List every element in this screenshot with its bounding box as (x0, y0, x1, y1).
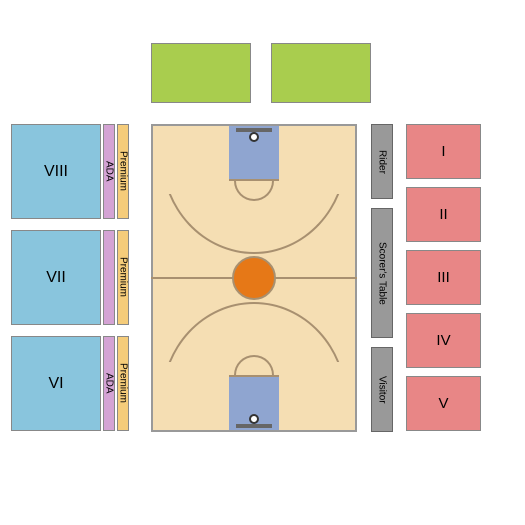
backboard-bottom (236, 424, 272, 428)
top-block-0[interactable] (151, 43, 251, 103)
premium-strip-1[interactable]: Premium (117, 230, 129, 325)
premium-strip-2[interactable]: Premium (117, 336, 129, 431)
rim-bottom (249, 414, 259, 424)
right-section-V[interactable]: V (406, 376, 481, 431)
side-label-1: Scorer's Table (371, 208, 393, 338)
top-block-1[interactable] (271, 43, 371, 103)
ada-strip-0[interactable]: ADA (103, 124, 115, 219)
center-circle (232, 256, 276, 300)
side-label-0: Rider (371, 124, 393, 199)
left-section-VI[interactable]: VI (11, 336, 101, 431)
rim-top (249, 132, 259, 142)
right-section-III[interactable]: III (406, 250, 481, 305)
right-section-IV[interactable]: IV (406, 313, 481, 368)
ada-strip-2[interactable]: ADA (103, 336, 115, 431)
left-section-VIII[interactable]: VIII (11, 124, 101, 219)
right-section-I[interactable]: I (406, 124, 481, 179)
right-section-II[interactable]: II (406, 187, 481, 242)
premium-strip-0[interactable]: Premium (117, 124, 129, 219)
ada-strip-1[interactable] (103, 230, 115, 325)
left-section-VII[interactable]: VII (11, 230, 101, 325)
side-label-2: Visitor (371, 347, 393, 432)
